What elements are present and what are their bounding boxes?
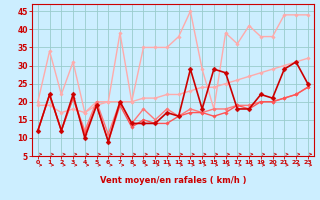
X-axis label: Vent moyen/en rafales ( km/h ): Vent moyen/en rafales ( km/h )	[100, 176, 246, 185]
